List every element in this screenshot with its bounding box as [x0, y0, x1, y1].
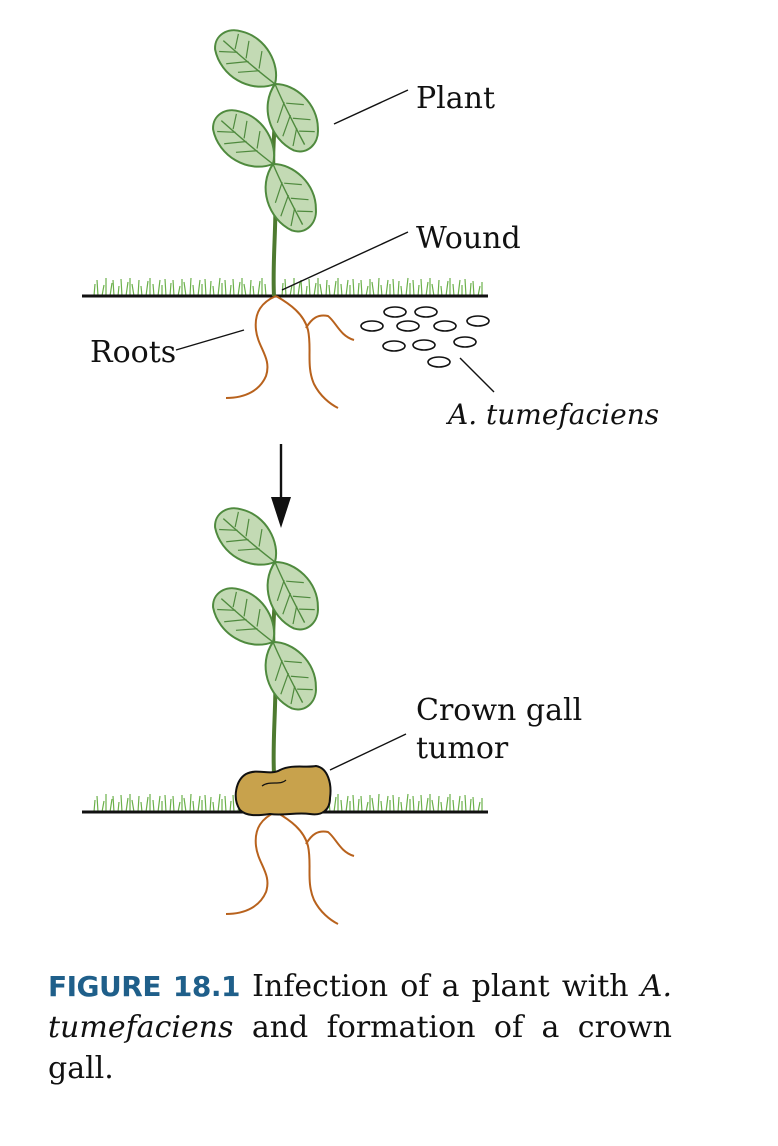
roots-label: Roots: [90, 335, 176, 370]
caption-italic-1: A. tumefaciens: [48, 969, 672, 1045]
bacteria-cells: [360, 306, 490, 368]
bacteria-leader: [459, 357, 495, 393]
plant-top: [204, 18, 331, 296]
plant-bottom: [204, 496, 331, 774]
wound-leader: [281, 231, 409, 291]
figure-number: FIGURE 18.1: [48, 970, 240, 1003]
top-panel: Plant Wound Roots A. tumefaciens: [82, 18, 659, 431]
gall-label-line1: Crown gall: [416, 693, 582, 728]
gall-leader: [329, 733, 407, 771]
figure-caption: FIGURE 18.1 Infection of a plant with A.…: [48, 966, 672, 1089]
roots-leader: [175, 329, 245, 351]
bacteria-label: A. tumefaciens: [445, 398, 659, 431]
wound-label: Wound: [416, 221, 521, 256]
roots-bottom: [225, 811, 355, 925]
caption-text-2: and formation of a crown gall.: [48, 1010, 672, 1086]
plant-leader: [333, 89, 409, 125]
gall-label-line2: tumor: [416, 731, 509, 766]
crown-gall-diagram: Plant Wound Roots A. tumefaciens Crown g…: [82, 0, 659, 925]
plant-label: Plant: [416, 81, 495, 116]
crown-gall-tumor: [234, 764, 332, 817]
down-arrow: [271, 444, 291, 528]
bottom-panel: Crown gall tumor: [82, 496, 582, 925]
caption-text-1: Infection of a plant with: [252, 969, 641, 1004]
roots-top: [225, 295, 355, 409]
